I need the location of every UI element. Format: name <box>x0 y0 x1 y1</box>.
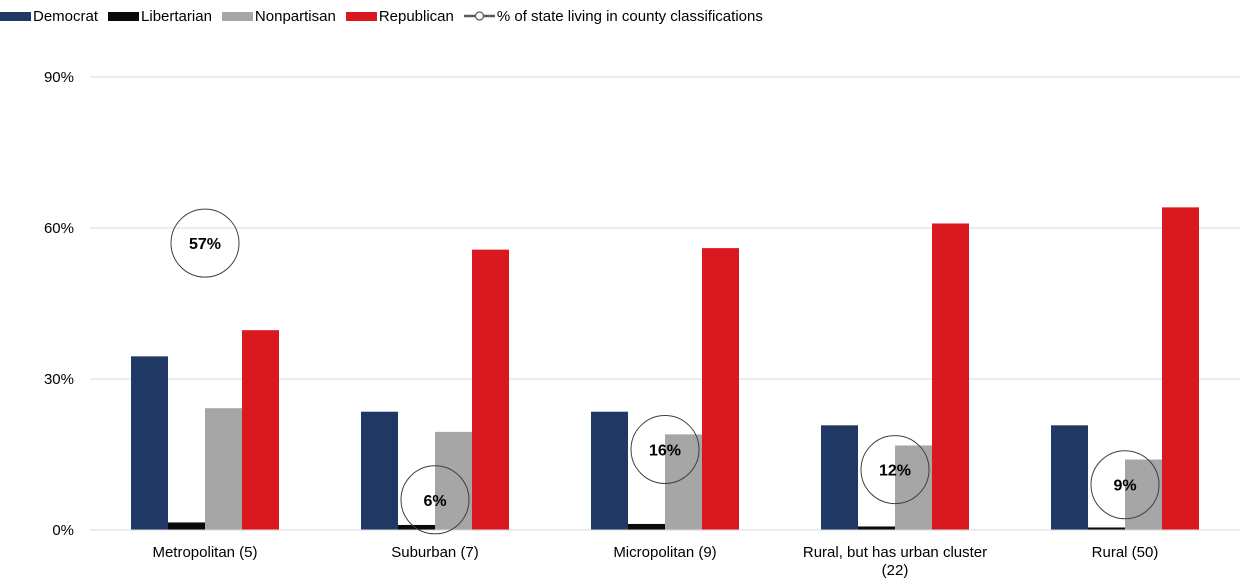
state-share-marker <box>630 414 700 484</box>
legend-label-republican: Republican <box>378 7 454 25</box>
legend-swatch-nonpartisan <box>221 11 253 21</box>
x-category-label: Metropolitan (5) <box>152 544 257 561</box>
legend-swatch-libertarian <box>108 11 140 21</box>
bar-nonpartisan <box>1125 459 1162 530</box>
x-axis-labels: Metropolitan (5) Suburban (7) Micropolitan… <box>152 544 1158 579</box>
bar-republican <box>932 223 969 530</box>
bar-democrat <box>1051 425 1088 530</box>
bar-nonpartisan <box>205 408 242 530</box>
bar-nonpartisan <box>665 434 702 530</box>
bar-nonpartisan <box>895 445 932 530</box>
y-tick-label: 90% <box>44 69 74 86</box>
bar-democrat <box>361 411 398 530</box>
state-share-marker <box>860 435 930 505</box>
y-tick-label: 0% <box>52 522 74 539</box>
x-category-label: (22) <box>882 562 909 579</box>
x-category-label: Suburban (7) <box>391 544 479 561</box>
state-share-label: 16% <box>649 442 681 459</box>
y-axis-ticks: 0% 30% 60% 90% <box>44 69 74 539</box>
y-tick-label: 60% <box>44 220 74 237</box>
bar-libertarian <box>1088 527 1125 530</box>
bar-democrat <box>821 425 858 530</box>
x-category-label: Rural, but has urban cluster <box>803 544 987 561</box>
bar-libertarian <box>858 526 895 530</box>
legend-item-democrat: Democrat <box>0 8 98 25</box>
bar-libertarian <box>398 524 435 530</box>
state-share-label: 9% <box>1113 478 1136 495</box>
legend-label-state-share: % of state living in county classificati… <box>496 7 763 25</box>
legend-item-libertarian: Libertarian <box>108 8 212 25</box>
state-share-label: 57% <box>189 236 221 253</box>
legend-label-nonpartisan: Nonpartisan <box>254 7 336 25</box>
chart-legend: Democrat Libertarian Nonpartisan Republi… <box>0 6 773 26</box>
bar-nonpartisan <box>435 431 472 530</box>
bars <box>131 207 1199 531</box>
x-category-label: Rural (50) <box>1092 544 1159 561</box>
state-share-label: 6% <box>423 493 446 510</box>
bar-republican <box>242 330 279 530</box>
state-share-markers: 57% 6% 16% 12% 9% <box>170 208 1160 535</box>
state-share-marker <box>400 465 470 535</box>
legend-label-democrat: Democrat <box>33 7 99 25</box>
legend-item-republican: Republican <box>345 7 454 25</box>
legend-line-marker-icon <box>463 11 495 21</box>
state-share-label: 12% <box>879 463 911 480</box>
legend-swatch-republican <box>345 11 377 21</box>
state-share-marker <box>1090 450 1160 520</box>
bar-libertarian <box>168 522 205 530</box>
legend-item-nonpartisan: Nonpartisan <box>221 7 336 25</box>
bar-libertarian <box>628 523 665 530</box>
x-category-label: Micropolitan (9) <box>613 544 716 561</box>
y-tick-label: 30% <box>44 371 74 388</box>
bar-democrat <box>591 411 628 530</box>
bar-republican <box>702 248 739 530</box>
legend-label-libertarian: Libertarian <box>141 7 212 25</box>
bar-democrat <box>131 356 168 530</box>
legend-swatch-democrat <box>0 11 31 21</box>
gridlines <box>90 76 1240 380</box>
legend-item-state-share: % of state living in county classificati… <box>463 7 763 25</box>
state-share-marker <box>170 208 240 278</box>
bar-republican <box>472 249 509 531</box>
bar-republican <box>1162 207 1199 530</box>
